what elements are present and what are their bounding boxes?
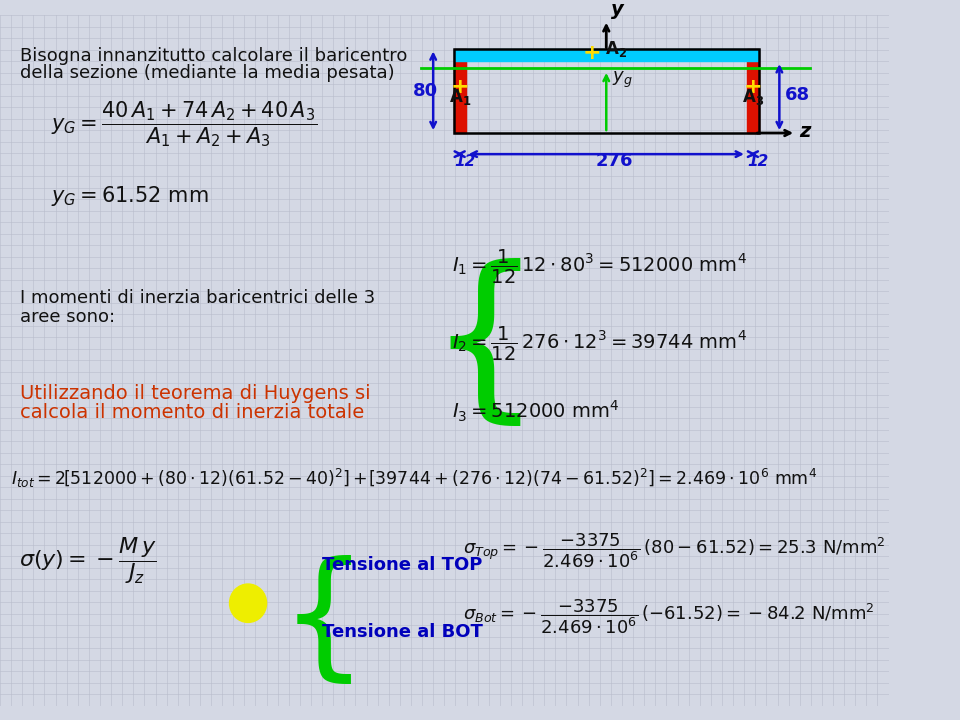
Text: Tensione al TOP: Tensione al TOP [323, 556, 483, 574]
Text: $I_3 = 512000 \ \mathrm{mm}^4$: $I_3 = 512000 \ \mathrm{mm}^4$ [452, 398, 619, 423]
Text: Tensione al BOT: Tensione al BOT [323, 623, 483, 641]
Bar [747, 48, 759, 133]
Text: $\sigma_{Top} = -\dfrac{-3375}{2.469 \cdot 10^6}\,(80-61.52)= 25.3 \ \mathrm{N/m: $\sigma_{Top} = -\dfrac{-3375}{2.469 \cd… [463, 531, 885, 570]
Text: +: + [450, 77, 469, 97]
Text: 68: 68 [785, 86, 810, 104]
Bar [453, 48, 759, 133]
Text: 80: 80 [413, 81, 438, 99]
Circle shape [229, 584, 267, 622]
Text: $\mathbf{A_1}$: $\mathbf{A_1}$ [448, 87, 470, 107]
Text: z: z [799, 122, 810, 141]
Text: $y_g$: $y_g$ [612, 69, 633, 89]
Text: I momenti di inerzia baricentrici delle 3: I momenti di inerzia baricentrici delle … [20, 289, 375, 307]
Text: $\sigma_{Bot} = -\dfrac{-3375}{2.469 \cdot 10^6}\,(-61.52)= -84.2 \ \mathrm{N/mm: $\sigma_{Bot} = -\dfrac{-3375}{2.469 \cd… [463, 597, 875, 636]
Text: y: y [611, 0, 624, 19]
Text: calcola il momento di inerzia totale: calcola il momento di inerzia totale [20, 403, 365, 422]
Text: 12: 12 [454, 153, 476, 168]
Bar [453, 48, 759, 61]
Text: $I_2 = \dfrac{1}{12}\,276 \cdot 12^3 = 39744 \ \mathrm{mm}^4$: $I_2 = \dfrac{1}{12}\,276 \cdot 12^3 = 3… [452, 325, 747, 363]
Text: aree sono:: aree sono: [20, 308, 115, 326]
Text: Utilizzando il teorema di Huygens si: Utilizzando il teorema di Huygens si [20, 384, 371, 402]
Text: 276: 276 [595, 152, 633, 170]
Text: {: { [427, 258, 542, 433]
Text: +: + [583, 43, 602, 63]
Text: $y_G = \dfrac{40\,A_1 + 74\,A_2 + 40\,A_3}{A_1 + A_2 + A_3}$: $y_G = \dfrac{40\,A_1 + 74\,A_2 + 40\,A_… [51, 99, 317, 148]
Text: {: { [279, 555, 368, 690]
Text: Bisogna innanzitutto calcolare il baricentro: Bisogna innanzitutto calcolare il barice… [20, 47, 408, 65]
Text: $I_{tot} = 2\!\left[512000+(80 \cdot 12)(61.52-40)^2\right]+\!\left[39744+(276 \: $I_{tot} = 2\!\left[512000+(80 \cdot 12)… [12, 467, 817, 490]
Text: $\sigma(y) = -\dfrac{M\,y}{J_z}$: $\sigma(y) = -\dfrac{M\,y}{J_z}$ [18, 535, 156, 586]
Text: $\mathbf{A_3}$: $\mathbf{A_3}$ [742, 87, 764, 107]
Text: $y_G = 61.52 \ \mathrm{mm}$: $y_G = 61.52 \ \mathrm{mm}$ [51, 184, 208, 208]
Bar [453, 48, 466, 133]
Text: 12: 12 [748, 153, 769, 168]
Text: +: + [744, 77, 762, 97]
Text: $I_1 = \dfrac{1}{12}\,12 \cdot 80^3 = 512000 \ \mathrm{mm}^4$: $I_1 = \dfrac{1}{12}\,12 \cdot 80^3 = 51… [452, 248, 747, 286]
Text: della sezione (mediante la media pesata): della sezione (mediante la media pesata) [20, 64, 395, 82]
Text: $\mathbf{A_2}$: $\mathbf{A_2}$ [605, 39, 627, 59]
